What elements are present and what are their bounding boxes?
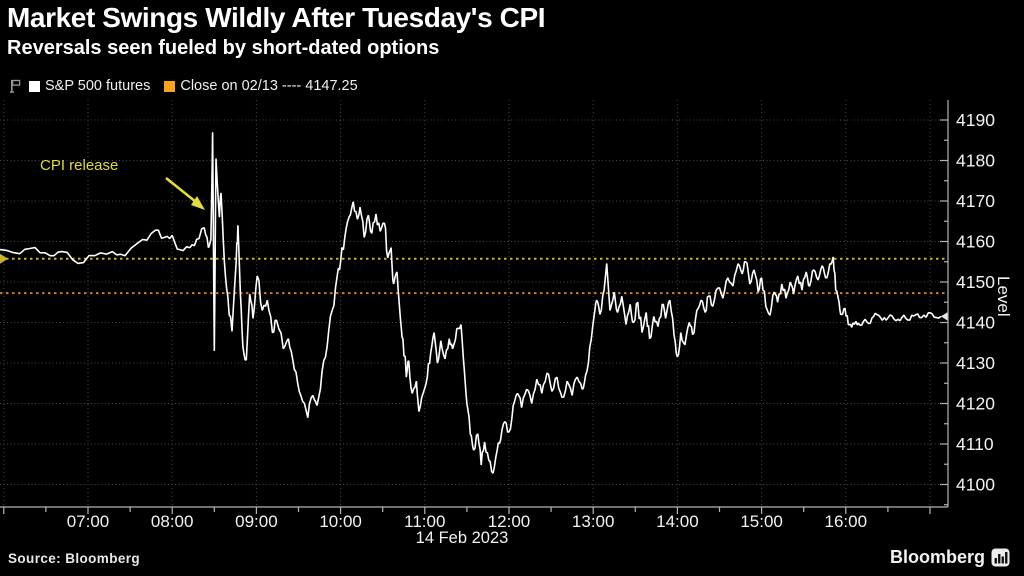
y-tick-label: 4130 [956, 353, 995, 373]
page-title: Market Swings Wildly After Tuesday's CPI [7, 2, 546, 33]
chart-subtitle: Reversals seen fueled by short-dated opt… [7, 37, 440, 59]
y-tick-label: 4150 [956, 272, 995, 292]
legend: S&P 500 futures Close on 02/13 ---- 4147… [10, 78, 358, 94]
y-tick-label: 4140 [956, 313, 995, 333]
x-tick-label: 14:00 [656, 512, 699, 531]
legend-item-prior-close: Close on 02/13 ---- 4147.25 [164, 78, 358, 94]
series-swatch-white [29, 80, 40, 92]
x-tick-label: 09:00 [235, 512, 278, 531]
cpi-arrow-head [191, 196, 205, 210]
reference-line-start-marker [0, 253, 8, 264]
y-tick-label: 4120 [956, 394, 995, 414]
x-tick-label: 11:00 [404, 512, 445, 531]
x-tick-label: 16:00 [825, 512, 868, 531]
bloomberg-wordmark: Bloomberg [889, 547, 985, 567]
y-axis-title: Level [994, 276, 1013, 317]
last-price-axis-marker [941, 311, 948, 321]
source-credit: Source: Bloomberg [8, 551, 141, 566]
series-swatch-orange [164, 80, 176, 92]
x-axis-date-label: 14 Feb 2023 [415, 529, 509, 547]
y-tick-label: 4190 [956, 110, 995, 130]
y-tick-label: 4160 [956, 232, 995, 252]
bloomberg-terminal-icon [991, 548, 1010, 567]
x-tick-label: 10:00 [319, 512, 362, 531]
legend-label-sp500: S&P 500 futures [45, 78, 151, 94]
y-tick-label: 4180 [956, 151, 995, 171]
cpi-arrow-shaft [165, 176, 197, 204]
x-tick-label: 12:00 [488, 512, 531, 531]
y-tick-label: 4110 [956, 434, 994, 454]
cpi-release-annotation: CPI release [40, 157, 119, 174]
bloomberg-logo: Bloomberg [890, 547, 1010, 568]
y-tick-label: 4100 [956, 475, 995, 495]
legend-item-sp500-futures: S&P 500 futures [29, 78, 150, 94]
x-tick-label: 13:00 [572, 512, 615, 531]
x-tick-label: 07:00 [67, 512, 110, 531]
y-tick-label: 4170 [956, 191, 995, 211]
sp500-futures-line [0, 132, 942, 474]
x-tick-label: 08:00 [151, 512, 194, 531]
legend-label-close: Close on 02/13 ---- 4147.25 [180, 78, 358, 94]
x-tick-label: 15:00 [740, 512, 783, 531]
annotation-flag-icon [10, 79, 21, 93]
